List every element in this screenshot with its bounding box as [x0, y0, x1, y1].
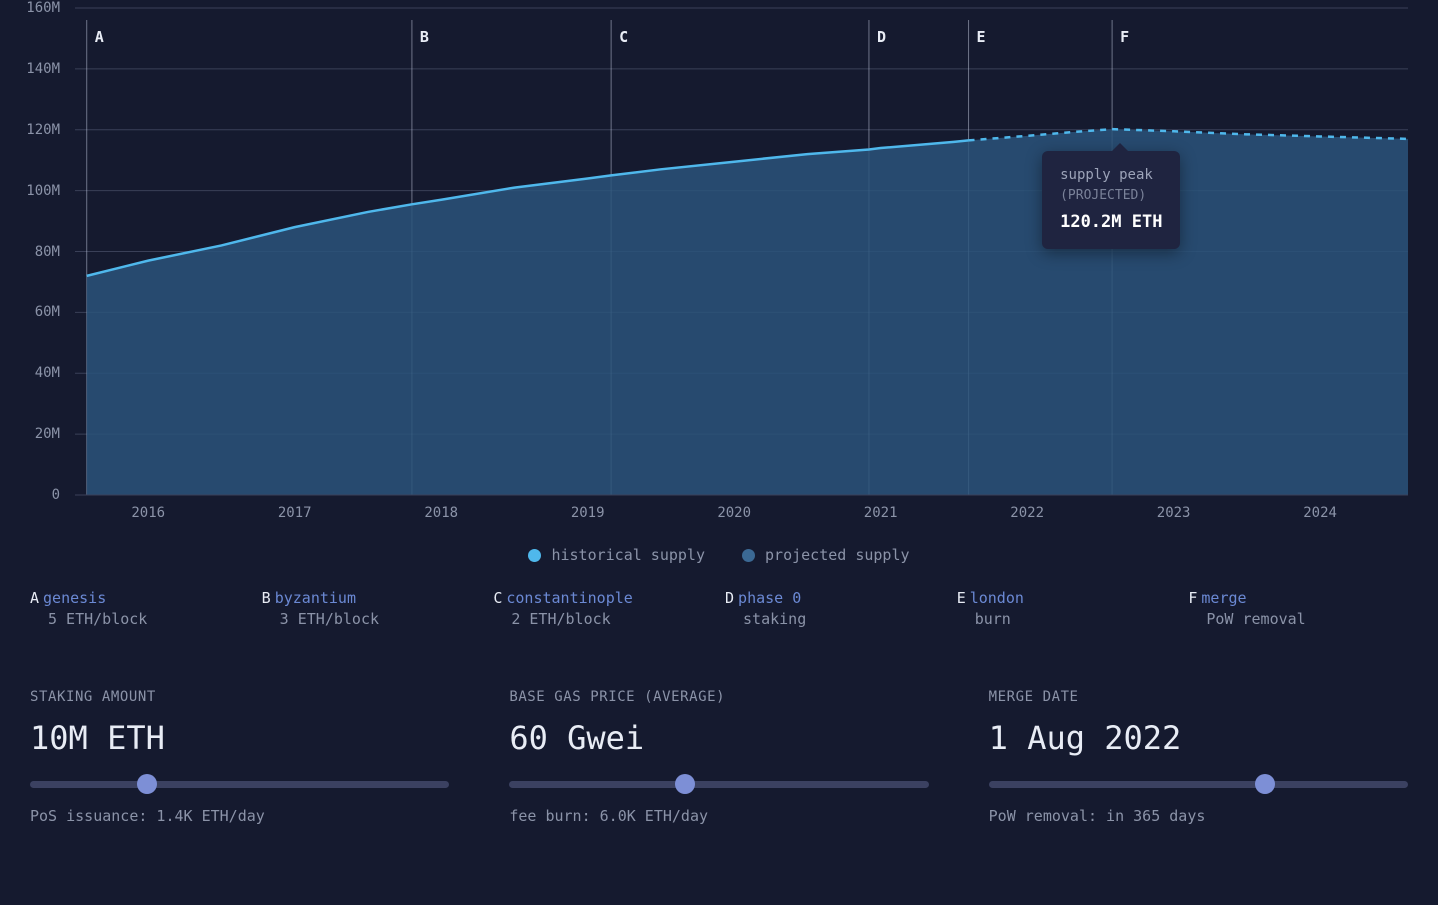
y-tick-label: 100M: [26, 183, 60, 199]
control-value: 60 Gwei: [509, 719, 928, 757]
event-byzantium: Bbyzantium 3 ETH/block: [262, 588, 482, 632]
event-constantinople: Cconstantinople 2 ETH/block: [493, 588, 713, 632]
y-tick-label: 20M: [35, 426, 60, 442]
y-tick-label: 120M: [26, 122, 60, 138]
chart-marker-A: A: [95, 28, 104, 46]
event-phase0: Dphase 0 staking: [725, 588, 945, 632]
controls: STAKING AMOUNT 10M ETH PoS issuance: 1.4…: [0, 631, 1438, 825]
event-genesis: Agenesis 5 ETH/block: [30, 588, 250, 632]
tooltip-value: 120.2M ETH: [1060, 210, 1162, 236]
x-tick-label: 2021: [864, 505, 898, 521]
event-name: genesis: [43, 589, 106, 607]
y-tick-label: 80M: [35, 244, 60, 260]
chart-marker-E: E: [977, 28, 986, 46]
chart-marker-F: F: [1120, 28, 1129, 46]
control-value: 10M ETH: [30, 719, 449, 757]
chart-svg[interactable]: [0, 0, 1438, 540]
y-axis: 020M40M60M80M100M120M140M160M: [0, 0, 70, 490]
control-sub: fee burn: 6.0K ETH/day: [509, 807, 928, 825]
x-tick-label: 2017: [278, 505, 312, 521]
chart-marker-C: C: [619, 28, 628, 46]
control-sub: PoS issuance: 1.4K ETH/day: [30, 807, 449, 825]
gas-control: BASE GAS PRICE (AVERAGE) 60 Gwei fee bur…: [509, 689, 928, 825]
control-title: BASE GAS PRICE (AVERAGE): [509, 689, 928, 705]
slider-track: [509, 781, 928, 788]
y-tick-label: 140M: [26, 61, 60, 77]
event-desc: 5 ETH/block: [30, 609, 250, 631]
event-merge: Fmerge PoW removal: [1188, 588, 1408, 632]
x-tick-label: 2024: [1303, 505, 1337, 521]
x-tick-label: 2018: [424, 505, 458, 521]
legend-projected[interactable]: projected supply: [742, 546, 910, 564]
merge-control: MERGE DATE 1 Aug 2022 PoW removal: in 36…: [989, 689, 1408, 825]
supply-peak-tooltip: supply peak (PROJECTED) 120.2M ETH: [1042, 151, 1180, 249]
x-tick-label: 2020: [717, 505, 751, 521]
legend-dot-icon: [528, 549, 541, 562]
tooltip-subtitle: (PROJECTED): [1060, 186, 1162, 206]
event-name: london: [970, 589, 1024, 607]
legend-dot-icon: [742, 549, 755, 562]
x-axis: 2016 2017 2018 2019 2020 2021 2022 2023 2024: [75, 505, 1408, 530]
chart-marker-B: B: [420, 28, 429, 46]
staking-slider[interactable]: [30, 775, 449, 793]
event-desc: 2 ETH/block: [493, 609, 713, 631]
slider-thumb[interactable]: [137, 774, 157, 794]
y-tick-label: 0: [52, 487, 60, 503]
y-tick-label: 40M: [35, 365, 60, 381]
x-tick-label: 2023: [1157, 505, 1191, 521]
x-tick-label: 2019: [571, 505, 605, 521]
supply-chart: 020M40M60M80M100M120M140M160M 2016201720…: [0, 0, 1438, 540]
event-desc: 3 ETH/block: [262, 609, 482, 631]
events-legend: Agenesis 5 ETH/block Bbyzantium 3 ETH/bl…: [0, 566, 1438, 632]
event-name: phase 0: [738, 589, 801, 607]
legend-historical[interactable]: historical supply: [528, 546, 705, 564]
y-tick-label: 160M: [26, 0, 60, 16]
control-sub: PoW removal: in 365 days: [989, 807, 1408, 825]
event-name: byzantium: [275, 589, 356, 607]
event-name: constantinople: [506, 589, 632, 607]
staking-control: STAKING AMOUNT 10M ETH PoS issuance: 1.4…: [30, 689, 449, 825]
control-value: 1 Aug 2022: [989, 719, 1408, 757]
x-tick-label: 2022: [1010, 505, 1044, 521]
event-desc: PoW removal: [1188, 609, 1408, 631]
slider-thumb[interactable]: [675, 774, 695, 794]
control-title: MERGE DATE: [989, 689, 1408, 705]
x-tick-label: 2016: [131, 505, 165, 521]
merge-slider[interactable]: [989, 775, 1408, 793]
event-london: Elondon burn: [957, 588, 1177, 632]
legend-label: projected supply: [765, 546, 910, 564]
control-title: STAKING AMOUNT: [30, 689, 449, 705]
tooltip-title: supply peak: [1060, 165, 1162, 186]
event-desc: staking: [725, 609, 945, 631]
slider-track: [30, 781, 449, 788]
chart-legend: historical supply projected supply: [0, 546, 1438, 566]
legend-label: historical supply: [551, 546, 705, 564]
y-tick-label: 60M: [35, 304, 60, 320]
event-name: merge: [1201, 589, 1246, 607]
slider-track: [989, 781, 1408, 788]
slider-thumb[interactable]: [1255, 774, 1275, 794]
chart-marker-D: D: [877, 28, 886, 46]
gas-slider[interactable]: [509, 775, 928, 793]
event-desc: burn: [957, 609, 1177, 631]
